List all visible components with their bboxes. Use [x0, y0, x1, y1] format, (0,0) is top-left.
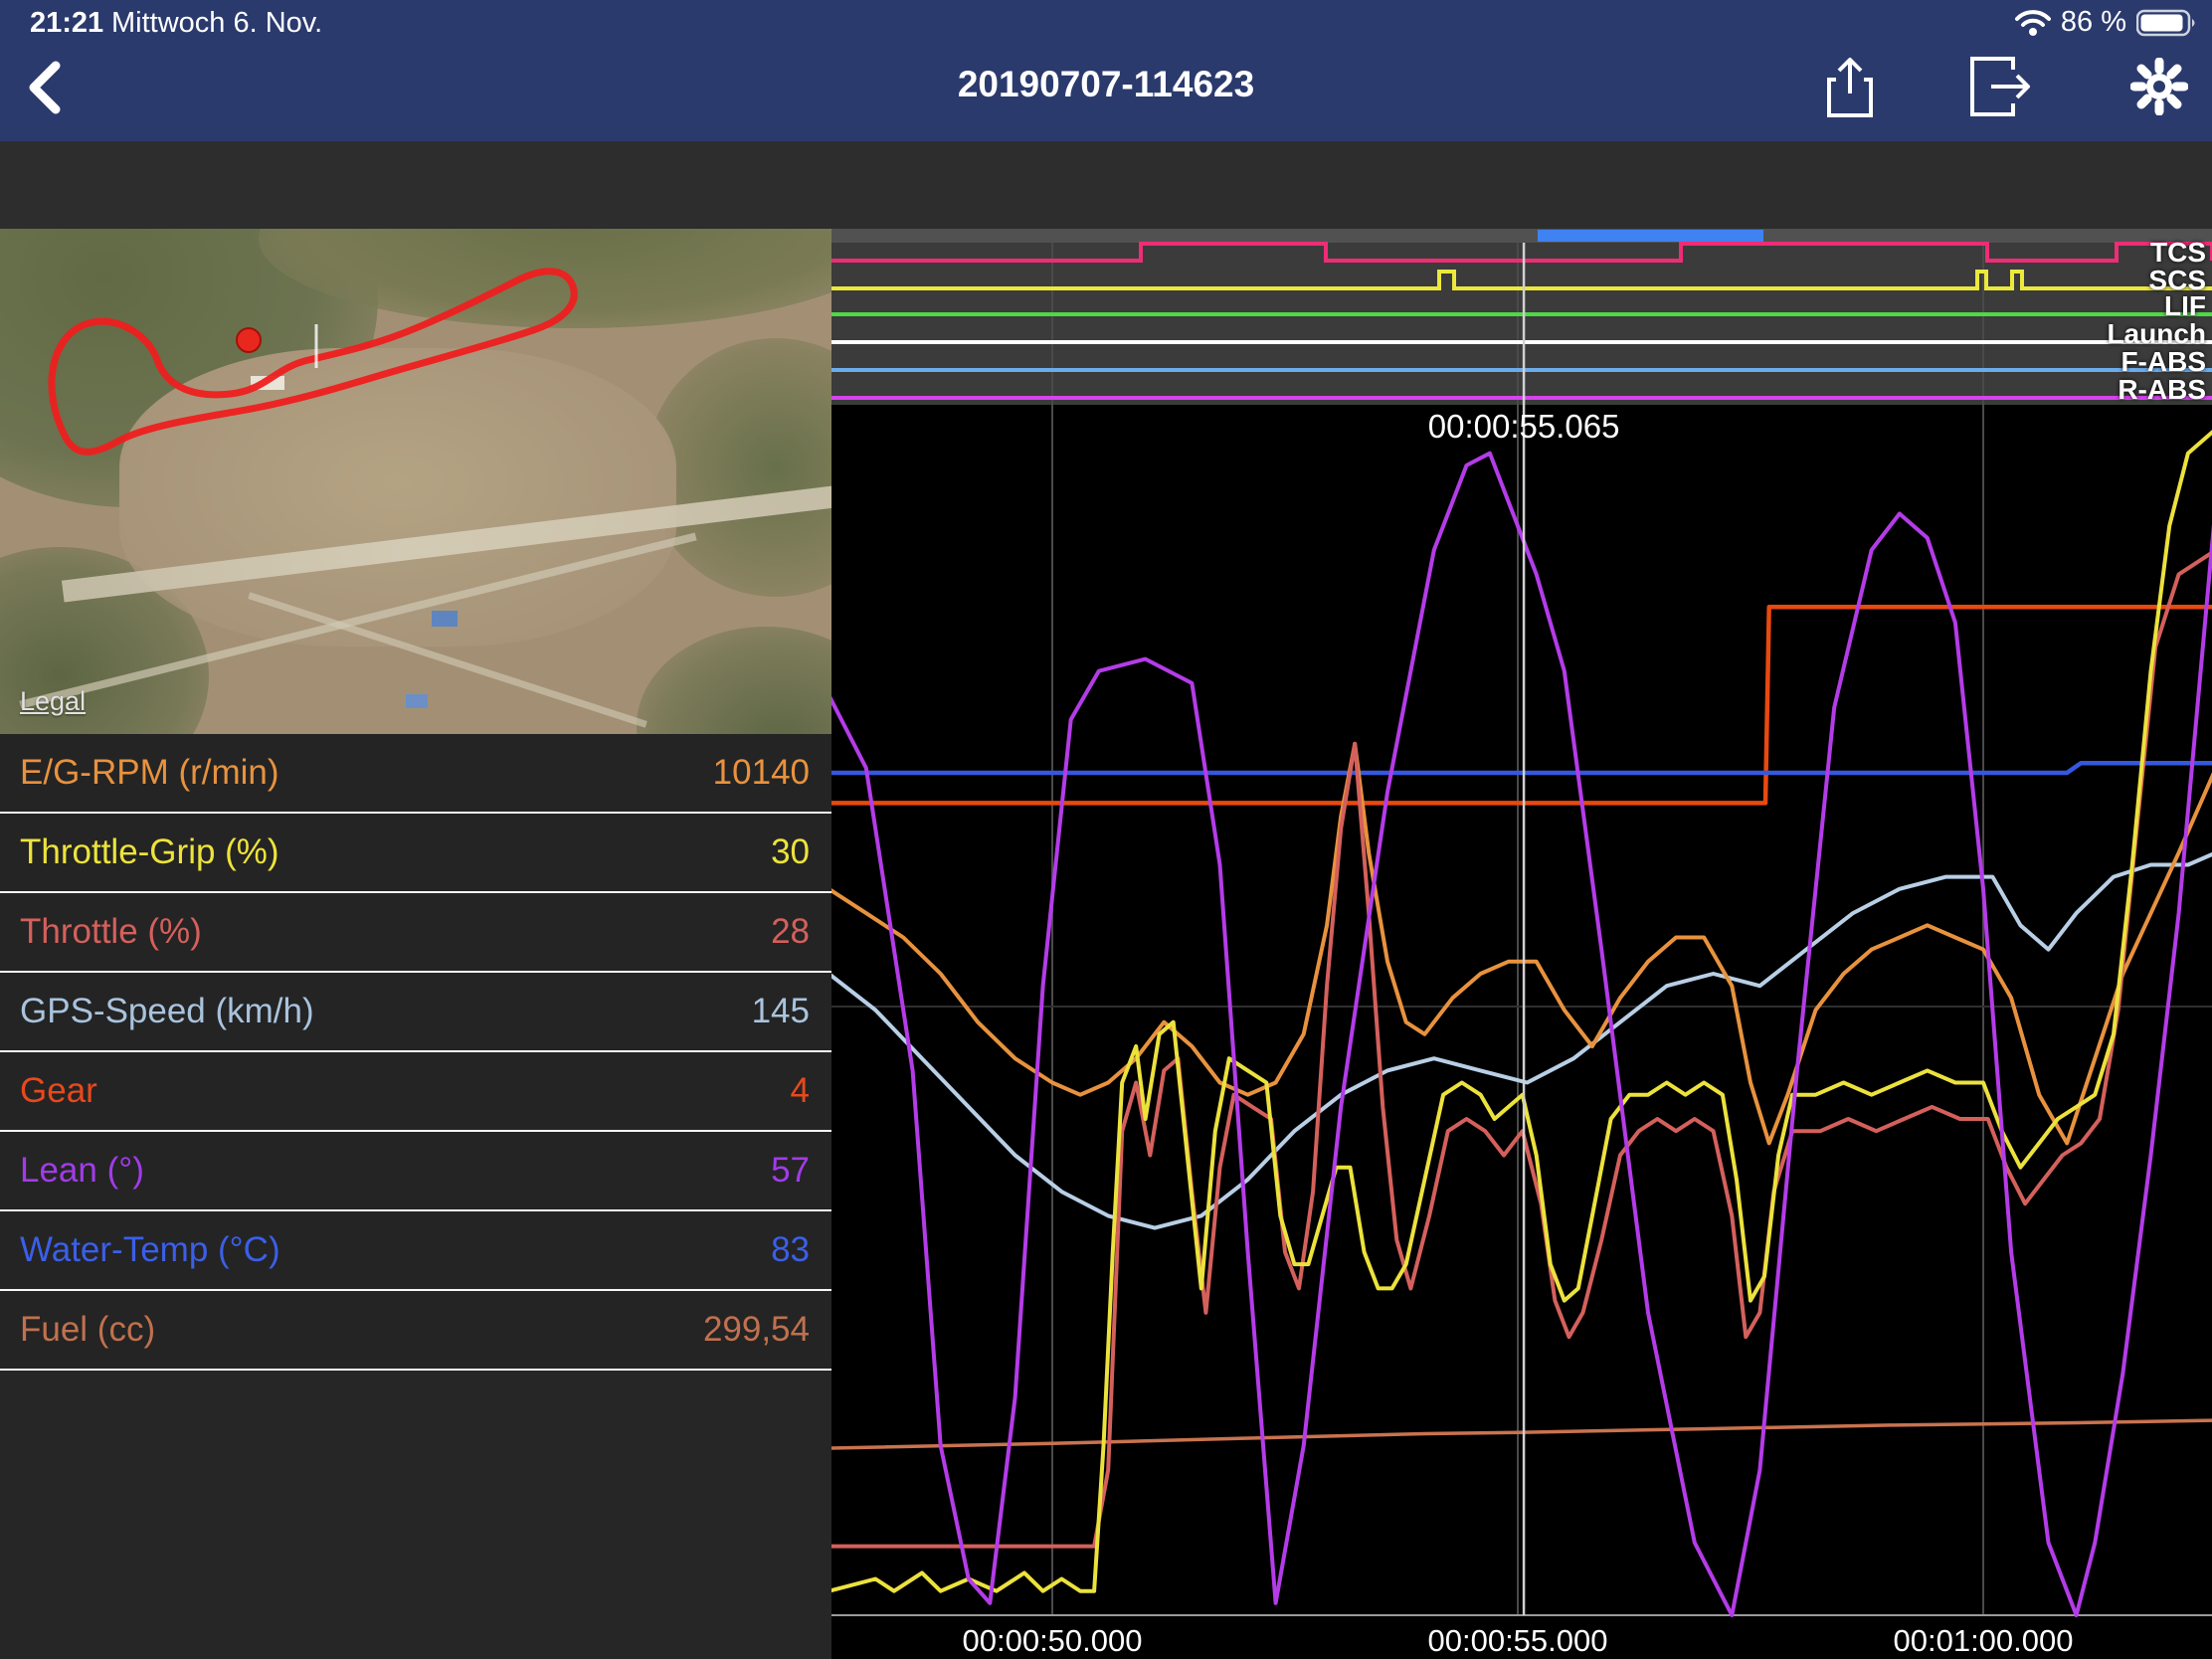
channel-value: 28 — [771, 912, 810, 952]
table-row[interactable]: Throttle-Grip (%) 30 — [0, 814, 831, 893]
table-row[interactable]: E/G-RPM (r/min) 10140 — [0, 734, 831, 814]
table-row[interactable]: Gear 4 — [0, 1052, 831, 1132]
table-row[interactable]: GPS-Speed (km/h) 145 — [0, 973, 831, 1052]
status-clock: 21:21 — [30, 7, 103, 40]
table-row[interactable]: Fuel (cc) 299,54 — [0, 1291, 831, 1371]
export-icon[interactable] — [1969, 56, 2035, 117]
playback-toolbar: LAP 7 / 10 00:01:32.698 — [0, 141, 2212, 229]
wifi-icon — [2015, 9, 2051, 37]
channel-value: 299,54 — [703, 1310, 810, 1350]
table-row[interactable]: Throttle (%) 28 — [0, 893, 831, 973]
channel-value: 30 — [771, 832, 810, 872]
channel-label: Throttle-Grip (%) — [20, 832, 279, 872]
axis-tick-label: 00:00:55.000 — [1427, 1623, 1607, 1659]
channel-label: Fuel (cc) — [20, 1310, 155, 1350]
map-legal-link[interactable]: Legal — [20, 686, 86, 717]
channel-label: Water-Temp (°C) — [20, 1230, 280, 1270]
channel-label-rabs: R-ABS — [2118, 374, 2206, 406]
axis-tick-label: 00:00:50.000 — [962, 1623, 1142, 1659]
nav-actions — [1826, 56, 2188, 117]
cursor-time-label: 00:00:55.065 — [1428, 408, 1620, 446]
channel-value: 4 — [791, 1071, 810, 1111]
table-row[interactable]: Lean (°) 57 — [0, 1132, 831, 1211]
rider-position-marker — [237, 328, 261, 352]
battery-icon — [2136, 8, 2198, 38]
channel-label: GPS-Speed (km/h) — [20, 992, 314, 1031]
status-date: Mittwoch 6. Nov. — [111, 7, 322, 40]
channel-value: 145 — [752, 992, 810, 1031]
status-indicators: 86 % — [2015, 6, 2198, 39]
channel-label: Lean (°) — [20, 1151, 144, 1191]
channel-label: Gear — [20, 1071, 97, 1111]
channel-value: 10140 — [713, 753, 810, 793]
channel-label: E/G-RPM (r/min) — [20, 753, 279, 793]
chart-panel[interactable]: TCS SCS LIF Launch F-ABS R-ABS 00:00:55.… — [831, 229, 2212, 1659]
app-root: 21:21 Mittwoch 6. Nov. 86 % — [0, 0, 2212, 1659]
share-icon[interactable] — [1826, 56, 1874, 117]
header: 21:21 Mittwoch 6. Nov. 86 % — [0, 0, 2212, 141]
channel-value: 57 — [771, 1151, 810, 1191]
table-row[interactable]: Water-Temp (°C) 83 — [0, 1211, 831, 1291]
battery-percentage: 86 % — [2061, 6, 2126, 39]
left-panel-filler — [0, 1371, 831, 1659]
track-map[interactable]: Legal — [0, 229, 831, 734]
track-overlay — [0, 229, 831, 734]
channel-label: Throttle (%) — [20, 912, 202, 952]
channel-value: 83 — [771, 1230, 810, 1270]
racing-line — [52, 272, 574, 453]
axis-tick-label: 00:01:00.000 — [1893, 1623, 2073, 1659]
telemetry-table: E/G-RPM (r/min) 10140 Throttle-Grip (%) 30… — [0, 734, 831, 1371]
settings-gear-icon[interactable] — [2130, 58, 2188, 115]
status-bar: 21:21 Mittwoch 6. Nov. 86 % — [0, 0, 2212, 42]
